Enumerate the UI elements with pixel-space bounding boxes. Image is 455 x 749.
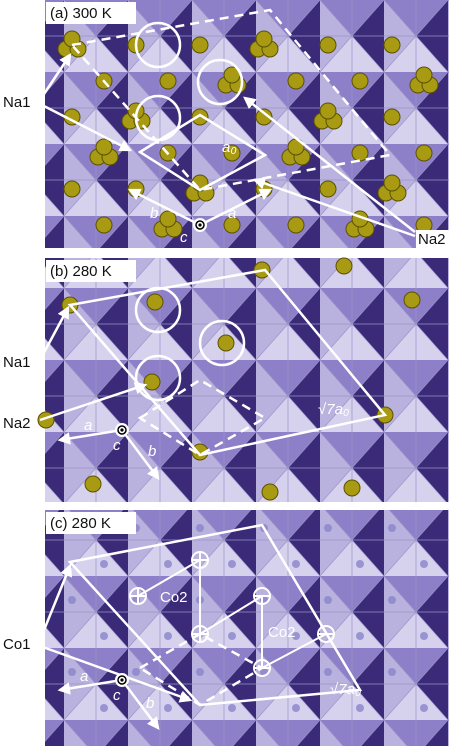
atom	[160, 211, 176, 227]
atom	[320, 181, 336, 197]
label: c	[113, 687, 121, 704]
co-site	[324, 668, 332, 676]
atom	[262, 484, 278, 500]
co-site	[324, 596, 332, 604]
atom	[384, 109, 400, 125]
co-site	[228, 704, 236, 712]
co-site	[324, 524, 332, 532]
atom	[384, 37, 400, 53]
atom	[416, 145, 432, 161]
co-site	[100, 704, 108, 712]
atom	[256, 31, 272, 47]
co-site	[292, 560, 300, 568]
co-site	[356, 704, 364, 712]
co-site	[420, 632, 428, 640]
atom	[218, 335, 234, 351]
label: Co1	[3, 636, 31, 653]
label: a	[84, 417, 92, 434]
co-site	[292, 704, 300, 712]
atom	[288, 217, 304, 233]
atom	[160, 73, 176, 89]
atom	[96, 217, 112, 233]
label: a	[80, 668, 88, 685]
co-site	[68, 596, 76, 604]
co-site	[388, 668, 396, 676]
atom	[288, 73, 304, 89]
label: b	[148, 443, 156, 460]
panel-title: (c) 280 K	[50, 515, 111, 532]
atom	[344, 480, 360, 496]
atom	[416, 67, 432, 83]
panel-title: (a) 300 K	[50, 5, 112, 22]
label: Na2	[3, 415, 31, 432]
atom	[147, 294, 163, 310]
co-site	[356, 632, 364, 640]
label: Co2	[268, 624, 296, 641]
label: b	[146, 695, 154, 712]
atom	[384, 175, 400, 191]
label: c	[180, 229, 188, 246]
label: b	[150, 205, 158, 222]
co-site	[100, 632, 108, 640]
atom	[352, 73, 368, 89]
co-site	[420, 560, 428, 568]
co-site	[196, 668, 204, 676]
label: √7a₀	[330, 681, 361, 698]
atom	[192, 37, 208, 53]
atom	[404, 292, 420, 308]
co-site	[228, 560, 236, 568]
label: Co2	[160, 589, 188, 606]
atom	[320, 37, 336, 53]
co-site	[164, 704, 172, 712]
co-site	[164, 560, 172, 568]
atom	[85, 476, 101, 492]
co-site	[68, 668, 76, 676]
label: c	[113, 437, 121, 454]
figure: (a) 300 K Na1 Na2 a₀ a b c (b) 280 K Na1…	[0, 0, 455, 749]
co-site	[164, 632, 172, 640]
panel-title: (b) 280 K	[50, 263, 112, 280]
label: Na1	[3, 354, 31, 371]
label: √7a₀	[318, 401, 349, 418]
label: Na1	[3, 94, 31, 111]
co-site	[388, 596, 396, 604]
co-site	[196, 524, 204, 532]
atom	[336, 258, 352, 274]
co-site	[388, 524, 396, 532]
co-site	[100, 560, 108, 568]
co-site	[420, 704, 428, 712]
label: Na2	[418, 231, 446, 248]
label: a	[228, 205, 236, 222]
label: a₀	[222, 139, 237, 156]
co-site	[356, 560, 364, 568]
atom	[320, 103, 336, 119]
atom	[144, 374, 160, 390]
atom	[96, 139, 112, 155]
atom	[64, 181, 80, 197]
co-site	[228, 632, 236, 640]
panel-b-background	[45, 258, 449, 502]
co-site	[132, 668, 140, 676]
